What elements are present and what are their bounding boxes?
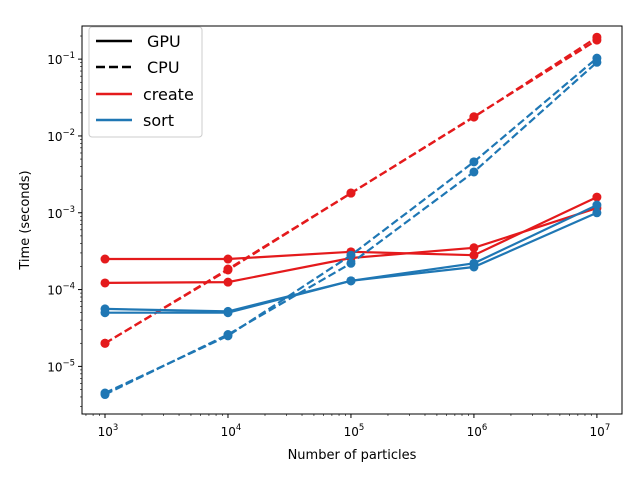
tick-label: 103 (98, 423, 119, 439)
data-point (469, 262, 479, 272)
data-point (592, 57, 602, 67)
data-point (592, 192, 602, 202)
legend-box (88, 26, 203, 138)
tick-label: 104 (221, 423, 242, 439)
tick-label: 10−3 (47, 205, 75, 221)
tick-label: 107 (590, 423, 611, 439)
tick-label: 10−4 (47, 282, 75, 298)
data-point (469, 167, 479, 177)
data-point (469, 112, 479, 122)
axis-ticks: 103 104 105 106 107 10−5 10−4 10−3 10−2 10−1 (47, 35, 611, 439)
series-create-cpu-3 (100, 35, 602, 348)
data-point (346, 258, 356, 268)
legend-label-sort: sort (143, 111, 174, 130)
series-layer (100, 32, 602, 400)
legend-label-create: create (143, 85, 194, 104)
data-point (100, 278, 110, 288)
data-point (592, 208, 602, 218)
series-create-gpu-1 (100, 203, 602, 288)
series-sort-cpu-5 (100, 57, 602, 400)
data-point (223, 308, 233, 318)
legend: GPU CPU create sort (88, 26, 203, 138)
data-point (592, 35, 602, 45)
data-point (223, 277, 233, 287)
legend-label-gpu: GPU (147, 32, 181, 51)
tick-label: 10−5 (47, 358, 75, 374)
data-point (100, 338, 110, 348)
data-point (223, 330, 233, 340)
tick-label: 105 (344, 423, 365, 439)
data-point (592, 200, 602, 210)
x-axis-label: Number of particles (288, 448, 417, 463)
data-point (469, 243, 479, 253)
data-point (100, 308, 110, 318)
tick-label: 10−2 (47, 128, 75, 144)
data-point (346, 250, 356, 260)
legend-label-cpu: CPU (147, 58, 180, 77)
data-point (346, 188, 356, 198)
tick-label: 10−1 (47, 51, 75, 67)
data-point (100, 390, 110, 400)
data-point (469, 250, 479, 260)
data-point (346, 276, 356, 286)
series-sort-gpu-7 (100, 208, 602, 318)
data-point (469, 157, 479, 167)
y-axis-label: Time (seconds) (18, 170, 33, 270)
data-point (223, 254, 233, 264)
tick-label: 106 (467, 423, 488, 439)
data-point (223, 264, 233, 274)
data-point (100, 254, 110, 264)
